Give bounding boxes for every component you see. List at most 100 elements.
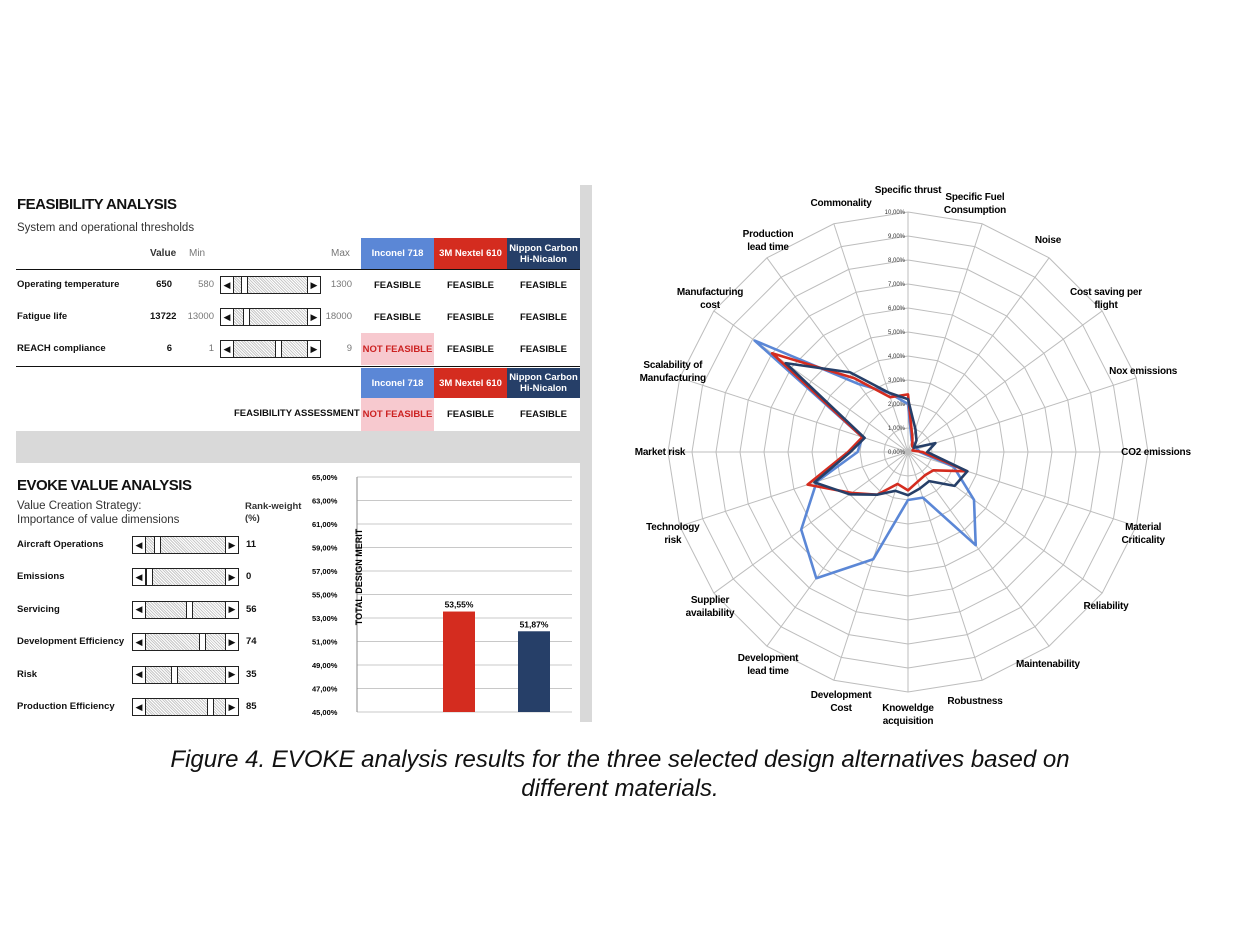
threshold-slider[interactable]: ◀ ▶ (220, 276, 321, 294)
value-dimension-label: Emissions (17, 571, 65, 583)
row-value: 6 (166, 343, 172, 354)
radar-tick-label: 4,00% (888, 354, 906, 360)
slider-track[interactable] (234, 308, 307, 326)
slider-track[interactable] (146, 665, 225, 684)
slider-left-arrow-icon[interactable]: ◀ (220, 276, 234, 294)
slider-left-arrow-icon[interactable]: ◀ (132, 665, 146, 684)
radar-axis-label: Knoweldge acquisition (882, 703, 934, 727)
radar-axis-label: Specific thrust (875, 185, 942, 196)
radar-spoke (907, 451, 1103, 594)
bar-y-tick-label: 45,00% (312, 708, 338, 717)
slider-left-arrow-icon[interactable]: ◀ (132, 633, 146, 652)
slider-track[interactable] (146, 568, 225, 587)
row-value: 650 (156, 279, 172, 290)
slider-right-arrow-icon[interactable]: ▶ (307, 340, 321, 358)
value-weight: 35 (246, 668, 257, 680)
slider-right-arrow-icon[interactable]: ▶ (307, 276, 321, 294)
slider-left-arrow-icon[interactable]: ◀ (220, 340, 234, 358)
radar-axis-label: Specific Fuel Consumption (944, 192, 1006, 216)
slider-right-arrow-icon[interactable]: ▶ (225, 665, 239, 684)
feasibility-status-cell: FEASIBLE (447, 279, 494, 291)
evoke-subtitle-2: Importance of value dimensions (17, 514, 180, 526)
feasibility-status-cell: FEASIBLE (374, 279, 421, 291)
value-weight-slider[interactable]: ◀ ▶ (132, 698, 239, 716)
slider-thumb[interactable] (274, 340, 282, 358)
slider-thumb[interactable] (240, 276, 248, 294)
threshold-slider[interactable]: ◀ ▶ (220, 340, 321, 358)
bar-y-tick-label: 47,00% (312, 685, 338, 694)
radar-spoke (907, 223, 983, 453)
slider-right-arrow-icon[interactable]: ▶ (225, 600, 239, 619)
slider-left-arrow-icon[interactable]: ◀ (220, 308, 234, 326)
slider-right-arrow-icon[interactable]: ▶ (225, 536, 239, 554)
slider-thumb[interactable] (146, 568, 153, 587)
slider-thumb[interactable] (171, 665, 179, 684)
slider-thumb[interactable] (153, 536, 161, 554)
radar-series-line (784, 361, 969, 497)
feasibility-title: FEASIBILITY ANALYSIS (17, 196, 177, 213)
slider-right-arrow-icon[interactable]: ▶ (225, 568, 239, 587)
radar-axis-label: Maintenability (1016, 659, 1081, 670)
material-header-inconel: Inconel 718 (361, 238, 434, 269)
slider-right-arrow-icon[interactable]: ▶ (225, 633, 239, 652)
bar-y-tick-label: 65,00% (312, 473, 338, 482)
value-weight: 11 (246, 539, 257, 550)
evoke-title: EVOKE VALUE ANALYSIS (17, 477, 192, 494)
radar-spoke (713, 310, 909, 453)
threshold-slider[interactable]: ◀ ▶ (220, 308, 321, 326)
radar-axis-label: Cost saving per flight (1070, 287, 1142, 311)
assessment-nextel: FEASIBLE (447, 409, 494, 420)
caption-line-2: different materials. (521, 775, 719, 802)
radar-tick-label: 2,00% (888, 402, 906, 408)
radar-tick-label: 6,00% (888, 306, 906, 312)
radar-spoke (907, 377, 1137, 453)
figure-caption: Figure 4. EVOKE analysis results for the… (0, 745, 1240, 803)
feasibility-status-cell: FEASIBLE (447, 311, 494, 323)
radar-axis-label: Production lead time (743, 229, 794, 253)
row-label: Operating temperature (17, 279, 120, 290)
slider-left-arrow-icon[interactable]: ◀ (132, 600, 146, 619)
design-merit-bar-chart: 45,00% 47,00% 49,00% 51,00% 53,00% 55,00% 57,0… (312, 473, 572, 717)
radar-axis-label: Supplier availability (686, 595, 735, 619)
radar-tick-label: 0,00% (888, 450, 906, 456)
value-weight-slider[interactable]: ◀ ▶ (132, 568, 239, 587)
bar-y-tick-label: 57,00% (312, 567, 338, 576)
material-header-nippon: Nippon Carbon Hi-Nicalon (507, 238, 580, 269)
radar-spoke (907, 257, 1050, 453)
slider-track[interactable] (146, 698, 225, 716)
slider-thumb[interactable] (243, 308, 251, 326)
radar-axis-label: Commonality (810, 198, 872, 209)
slider-thumb[interactable] (207, 698, 215, 716)
radar-tick-label: 7,00% (888, 282, 906, 288)
slider-thumb[interactable] (199, 633, 207, 652)
slider-track[interactable] (146, 600, 225, 619)
feasibility-subtitle: System and operational thresholds (17, 222, 195, 234)
slider-right-arrow-icon[interactable]: ▶ (307, 308, 321, 326)
assessment-inconel: NOT FEASIBLE (361, 398, 434, 431)
radar-axis-label: Development lead time (738, 653, 799, 677)
value-weight-slider[interactable]: ◀ ▶ (132, 665, 239, 684)
radar-spoke (766, 451, 909, 647)
slider-track[interactable] (146, 633, 225, 652)
radar-axis-label: Noise (1035, 235, 1062, 246)
row-max: 18000 (325, 311, 352, 322)
value-weight-slider[interactable]: ◀ ▶ (132, 600, 239, 619)
value-weight-slider[interactable]: ◀ ▶ (132, 633, 239, 652)
slider-track[interactable] (234, 276, 307, 294)
row-label: Fatigue life (17, 311, 68, 322)
material-header-nextel-2: 3M Nextel 610 (434, 368, 507, 398)
radar-axis-label: Robustness (947, 696, 1003, 707)
slider-left-arrow-icon[interactable]: ◀ (132, 568, 146, 587)
radar-tick-label: 10,00% (885, 210, 906, 216)
bar-y-tick-label: 55,00% (312, 591, 338, 600)
slider-left-arrow-icon[interactable]: ◀ (132, 536, 146, 554)
slider-left-arrow-icon[interactable]: ◀ (132, 698, 146, 716)
assessment-nippon: FEASIBLE (520, 409, 567, 420)
radar-tick-label: 5,00% (888, 330, 906, 336)
slider-thumb[interactable] (186, 600, 194, 619)
value-weight-slider[interactable]: ◀ ▶ (132, 536, 239, 554)
radar-spoke (833, 451, 909, 681)
slider-track[interactable] (146, 536, 225, 554)
slider-right-arrow-icon[interactable]: ▶ (225, 698, 239, 716)
slider-track[interactable] (234, 340, 307, 358)
